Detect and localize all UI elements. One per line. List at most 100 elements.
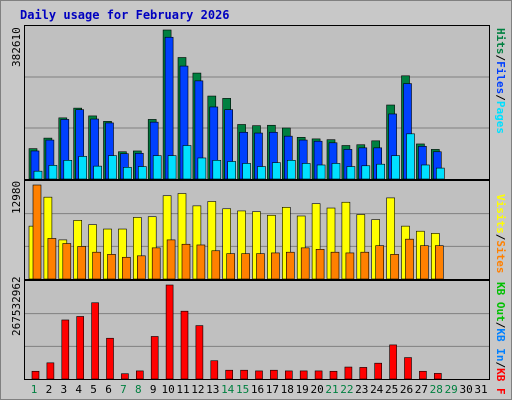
pages-bar [93,165,102,179]
visits-bar [162,195,172,279]
x-tick-label: 18 [280,383,294,396]
kbf-bar [225,369,233,379]
pages-bar [331,163,341,179]
legend-files: Files [494,61,507,95]
pages-bar [316,164,326,179]
files-bar [224,109,233,179]
hits-files-pages-chart [25,29,489,179]
kbf-bar [419,370,427,379]
kbf-bar [61,319,70,379]
files-bar [75,109,85,179]
sites-bar [137,255,146,279]
pages-bar [33,170,43,179]
visits-bar [267,214,276,279]
legend-kbin: KB In [494,328,507,362]
visits-bar [326,207,336,279]
sites-bar [420,245,429,279]
x-axis-days: 1 2 3 4 5 6 7 8 9 10 11 12 13 14 15 16 17 18 19 20 21 22 23 24 2… [24,383,490,397]
sites-bar [315,249,325,279]
sites-bar [345,252,355,279]
sites-bar [122,256,131,279]
legend-visits: Visits [494,194,507,234]
x-tick-label: 26 [399,383,414,396]
x-tick-label: 7 [120,383,127,396]
pages-bar [212,160,222,179]
x-tick-label: 29 [444,383,458,396]
x-tick-label: 1 [30,383,38,396]
pages-bar [138,166,147,179]
x-tick-label: 17 [265,383,280,396]
bottom-legend: KB Out/KB In/KB F [494,282,507,395]
visits-bar [133,217,142,279]
pages-bar [391,155,400,179]
kbf-bar [299,370,308,379]
pages-bar [242,163,251,179]
mid-legend: Visits/Sites [494,194,507,274]
files-bar [60,119,70,179]
pages-bar [376,163,386,179]
sites-bar [256,253,265,279]
x-tick-label: 19 [295,383,309,396]
visits-bar [88,224,97,279]
legend-sites: Sites [494,240,507,274]
sites-bar [241,253,250,279]
files-bar [343,149,353,179]
legend-sep: / [494,94,507,101]
visits-bar [356,214,366,279]
kbf-bar [121,373,129,379]
files-bar [164,36,174,179]
x-tick-label: 11 [176,383,190,396]
kbf-bar [359,367,368,379]
files-bar [418,145,427,179]
files-bar [313,140,323,179]
pages-bar [272,162,281,179]
files-bar [179,65,189,179]
pages-bar [257,166,266,179]
sites-bar [47,238,57,279]
pages-bar [421,164,430,179]
kbf-bar [433,373,442,379]
top-ymax-label: 382610 [10,27,23,67]
pages-bar [108,155,117,179]
kbytes-chart [25,284,489,379]
sites-bar [62,243,72,279]
kbf-bar [46,362,55,379]
sites-bar [285,251,295,279]
visits-sites-panel [24,180,490,280]
pages-bar [227,161,236,179]
pages-bar [48,165,58,179]
kbf-bar [404,357,412,379]
x-tick-label: 3 [60,383,68,396]
sites-bar [181,243,191,279]
kbf-bar [389,344,397,379]
kbf-bar [195,325,204,379]
bottom-ymax-label: 267532962 [10,276,23,336]
sites-bar [107,254,116,279]
kbf-bar [329,370,338,379]
kbf-bar [284,370,293,379]
x-tick-label: 13 [206,383,220,396]
legend-pages: Pages [494,100,507,134]
files-bar [209,106,219,179]
x-tick-label: 14 [221,383,235,396]
x-tick-label: 30 [459,383,473,396]
files-bar [388,113,397,179]
kbf-bar [344,366,353,379]
visits-bar [311,203,321,279]
kbf-bar [150,336,159,379]
x-tick-label: 21 [325,383,339,396]
pages-bar [346,166,356,179]
files-bar [149,121,159,179]
visits-bar [118,228,127,279]
kbf-bar [165,284,174,379]
sites-bar [300,247,310,279]
pages-bar [63,160,73,179]
kbf-bar [255,370,263,379]
x-tick-label: 12 [191,383,205,396]
x-tick-label: 15 [235,383,250,396]
files-bar [194,80,204,179]
legend-kbout: KB Out [494,282,507,322]
x-tick-label: 23 [355,383,369,396]
pages-bar [197,157,207,179]
